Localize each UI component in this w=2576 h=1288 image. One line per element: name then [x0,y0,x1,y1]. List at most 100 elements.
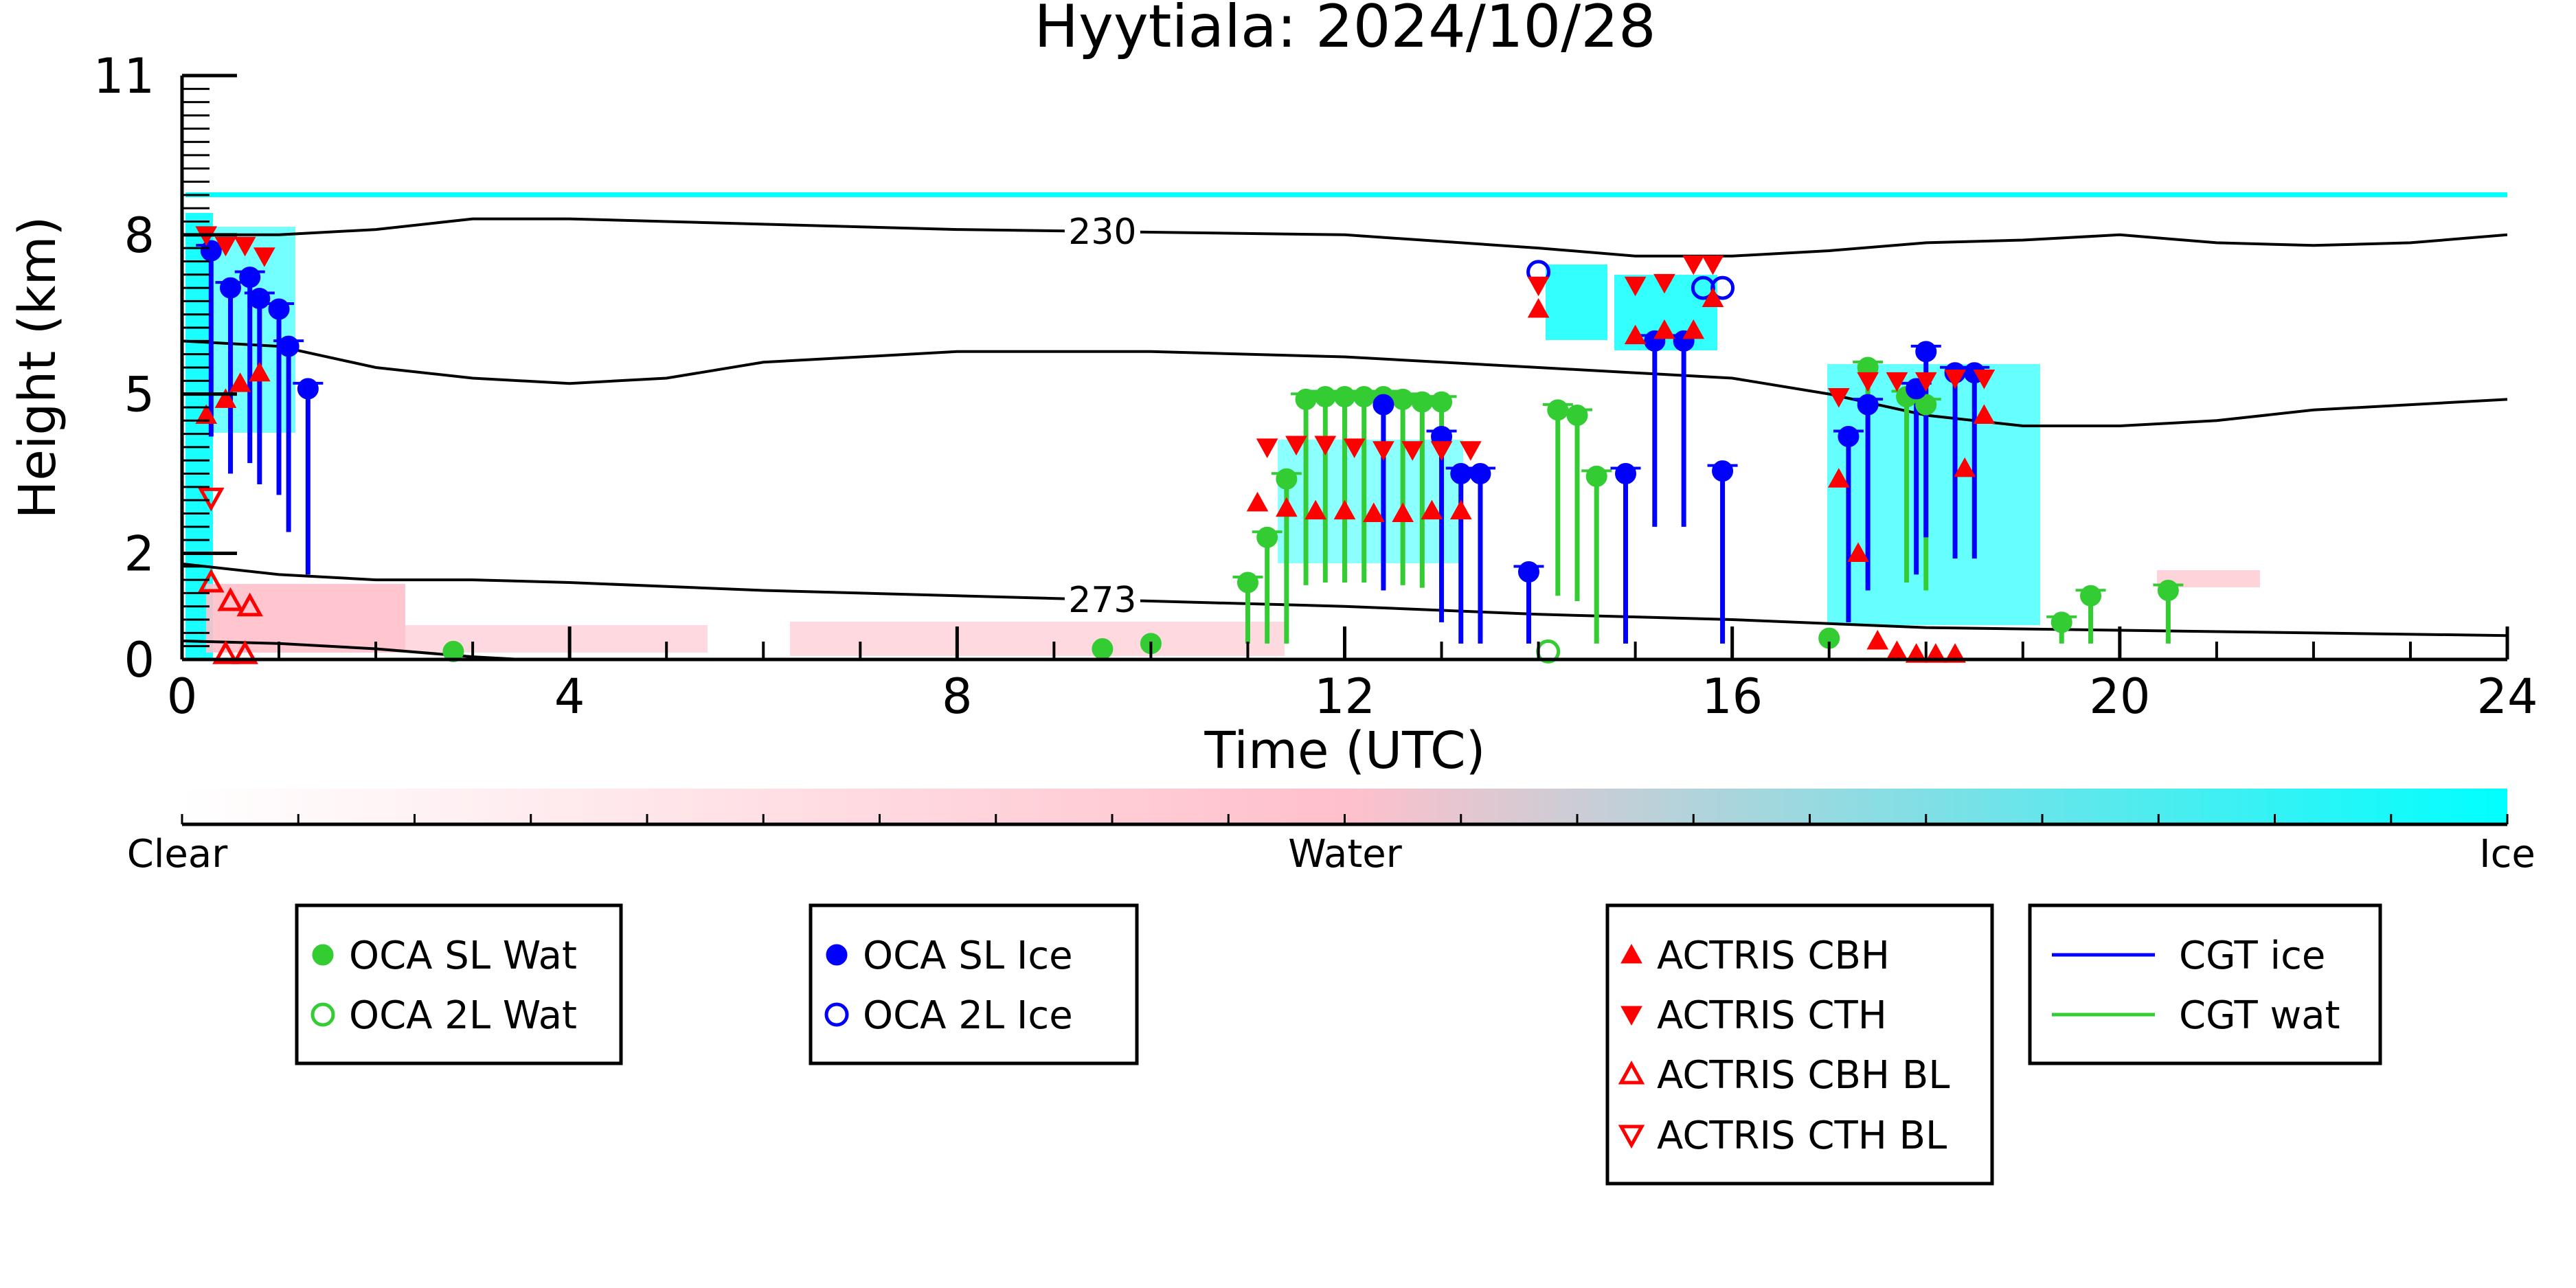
oca-sl-wat-point [1566,405,1588,427]
actris-cth-point [1372,441,1394,461]
y-ticks: 0 2 5 8 11 [93,48,237,688]
oca-sl-wat-point [1585,465,1607,487]
error-bars [196,244,2184,644]
ice-layer-top [185,192,2507,197]
actris-cbh-point [195,404,218,425]
actris-cth-point [1527,276,1550,297]
legend-label-actris-cbh: ACTRIS CBH [1657,934,1890,978]
oca-sl-ice-point [1469,463,1491,485]
oca-sl-ice-point [268,298,290,320]
actris-cth-legend-symbol [1620,1006,1642,1026]
actris-cbh-bl-point [236,592,263,617]
actris-cbh-point [1847,542,1869,562]
legend-label-actris-cth: ACTRIS CTH [1657,993,1887,1038]
actris-cbh-point [1682,319,1705,339]
temperature-contour [182,217,2507,258]
y-tick-label: 5 [124,367,155,423]
oca-sl-wat-point [1314,386,1336,407]
oca-sl-ice-point [1615,463,1637,485]
actris-cth-bl-point [198,487,225,512]
contour-label: 230 [1068,212,1136,253]
contour-label-bg [1064,579,1140,621]
y-tick-label: 0 [124,632,155,688]
actris-cbh-point [1653,319,1675,339]
contour-label-bg [1064,210,1140,252]
legend-box-oca-wat [295,903,623,1065]
actris-cbh-point [1886,640,1908,660]
oca-sl-ice-point [1450,463,1472,485]
colorbar-label-ice: Ice [2479,832,2535,877]
oca-sl-wat-point [1411,391,1433,413]
y-tick-label: 8 [124,207,155,264]
legend-label-oca-2l-wat: OCA 2L Wat [349,993,577,1038]
oca-2l-ice-point [1710,275,1735,300]
legend-label-oca-sl-ice: OCA SL Ice [863,934,1073,978]
actris-cth-point [1702,255,1724,275]
actris-cbh-legend-symbol [1620,943,1642,964]
actris-cth-point [214,236,237,257]
actris-cbh-bl-legend-symbol [1618,1060,1645,1085]
oca-sl-wat-point [1392,388,1414,410]
actris-cbh-point [1362,502,1385,522]
actris-cbh-point [1246,492,1269,512]
actris-cbh-point [1527,297,1550,318]
x-tick-label: 24 [2476,668,2538,725]
oca-sl-wat-legend-symbol [312,944,334,966]
oca-sl-ice-point [1838,425,1860,447]
actris-cth-point [1460,441,1482,461]
actris-cbh-point [1449,499,1472,520]
oca-sl-wat-point [1256,526,1278,548]
oca-sl-ice-point [200,240,222,262]
actris-cth-point [1256,438,1278,458]
oca-sl-wat-point [2157,580,2179,602]
oca-sl-ice-point [220,277,242,299]
oca-sl-ice-point [1712,460,1734,482]
oca-sl-ice-point [1857,394,1879,416]
legend-label-cgt-wat: CGT wat [2179,993,2340,1038]
legend: OCA SL Wat OCA 2L Wat OCA SL Ice OCA 2L … [295,903,2382,1186]
colorbar-ticks [181,814,2509,824]
actris-cth-point [1914,372,1937,392]
oca-sl-ice-legend-symbol [826,944,848,966]
colorbar-label-clear: Clear [127,832,228,877]
x-axis-label: Time (UTC) [1204,721,1485,780]
actris-cbh-point [1421,499,1443,520]
legend-label-actris-cbh-bl: ACTRIS CBH BL [1657,1053,1950,1098]
x-tick-label: 4 [554,668,585,725]
actris-cbh-point [1392,502,1414,522]
legend-label-actris-cth-bl: ACTRIS CTH BL [1657,1114,1947,1158]
x-tick-label: 8 [942,668,973,725]
actris-cbh-point [1827,468,1850,488]
oca-sl-ice-point [249,288,271,310]
actris-cth-point [1886,372,1908,392]
data-markers [195,226,2179,664]
oca-sl-wat-point [1276,468,1298,490]
y-axis-label: Height (km) [8,216,67,519]
x-ticks: 0 4 8 12 16 20 24 [167,626,2538,725]
legend-label-oca-sl-wat: OCA SL Wat [349,934,577,978]
oca-sl-wat-point [2050,611,2072,633]
x-tick-label: 12 [1314,668,1375,725]
contour-label: 273 [1068,580,1136,621]
legend-box-oca-ice [809,903,1139,1065]
actris-cbh-point [229,372,251,392]
actris-cbh-point [1702,287,1724,308]
actris-cbh-point [248,361,271,382]
oca-2l-ice-legend-symbol [824,1002,849,1027]
actris-cbh-bl-point [212,640,239,664]
actris-cbh-point [1954,457,1976,477]
actris-cbh-point [1624,324,1647,345]
oca-sl-ice-point [1517,561,1539,583]
contour-labels: 230 273 [1064,210,1140,621]
actris-cth-point [1653,273,1675,294]
actris-cth-point [253,247,275,267]
actris-cbh-point [1276,497,1298,517]
oca-sl-wat-point [1915,394,1937,416]
oca-sl-wat-point [2080,585,2102,607]
temperature-contour [182,339,2507,427]
actris-cth-point [1624,276,1647,297]
legend-label-cgt-ice: CGT ice [2179,934,2325,978]
actris-cth-point [1682,255,1705,275]
oca-sl-ice-point [278,335,300,357]
